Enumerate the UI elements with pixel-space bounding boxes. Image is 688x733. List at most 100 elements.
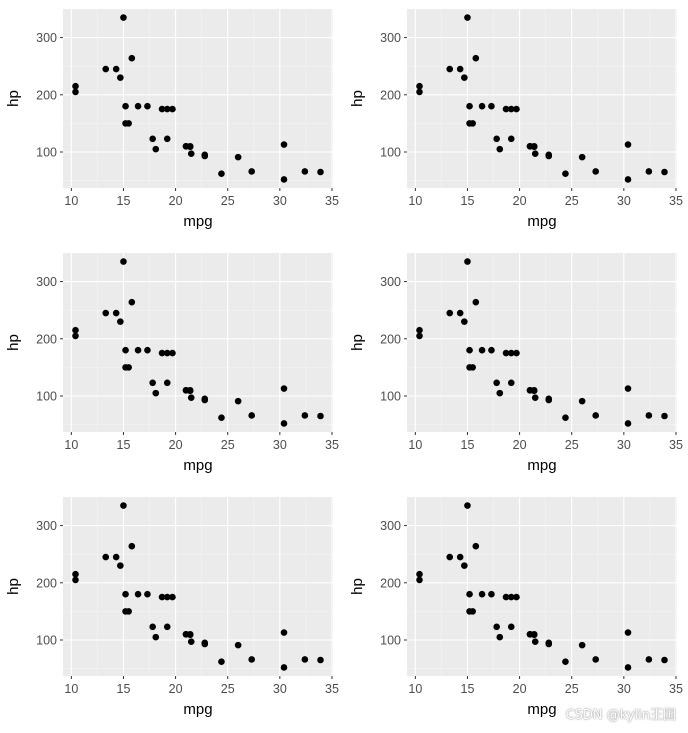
y-tick-label: 100 [380, 633, 401, 647]
data-point [416, 576, 423, 584]
data-point [122, 120, 129, 127]
data-point [163, 623, 171, 631]
data-point [530, 631, 538, 639]
data-point [530, 143, 538, 151]
data-point [507, 349, 515, 357]
data-point [466, 364, 473, 371]
data-point [472, 54, 480, 62]
data-point [248, 168, 255, 175]
data-point [280, 664, 288, 671]
x-tick-label: 30 [273, 194, 287, 208]
y-tick-label: 200 [36, 576, 57, 590]
y-axis-title: hp [5, 334, 22, 351]
data-point [496, 145, 504, 153]
data-point [280, 629, 288, 636]
y-tick-label: 100 [36, 145, 57, 159]
x-tick-label: 30 [273, 438, 287, 452]
x-tick-label: 15 [117, 194, 131, 208]
x-tick-label: 10 [408, 438, 422, 452]
data-point [624, 385, 632, 392]
y-tick-label: 300 [380, 31, 401, 45]
y-axis-title: hp [5, 90, 22, 107]
data-point [128, 542, 136, 550]
data-point [624, 629, 632, 636]
data-point [149, 379, 156, 387]
x-tick-label: 15 [117, 682, 131, 696]
data-point [507, 135, 515, 143]
x-tick-label: 35 [669, 194, 683, 208]
panel-background [63, 9, 333, 188]
data-point [187, 638, 195, 646]
data-point [645, 656, 653, 663]
data-point [122, 590, 129, 598]
data-point [446, 553, 454, 561]
data-point [152, 389, 160, 397]
data-point [545, 395, 553, 403]
data-point [461, 74, 468, 81]
data-point [502, 105, 510, 113]
data-point [201, 395, 209, 403]
data-point [513, 349, 520, 357]
data-point [507, 593, 515, 601]
data-point [122, 102, 129, 110]
chart-panel-1: 10 15 20 25 30 35 100 200 300 mpg hp [5, 9, 339, 230]
x-tick-label: 20 [513, 194, 527, 208]
data-point [493, 623, 500, 631]
data-point [234, 641, 242, 649]
data-point [472, 542, 480, 550]
x-tick-label: 15 [461, 438, 475, 452]
data-point [464, 14, 471, 21]
data-point [163, 593, 171, 601]
x-tick-label: 20 [169, 682, 183, 696]
data-point [186, 143, 194, 151]
data-point [301, 168, 309, 175]
data-point [120, 14, 127, 21]
x-tick-label: 35 [325, 438, 339, 452]
x-tick-label: 20 [169, 194, 183, 208]
data-point [507, 623, 515, 631]
data-point [72, 88, 79, 96]
x-tick-label: 20 [513, 682, 527, 696]
data-point [144, 102, 151, 110]
data-point [301, 656, 309, 663]
x-tick-label: 15 [461, 682, 475, 696]
data-point [624, 420, 632, 427]
data-point [661, 412, 668, 420]
data-point [466, 346, 473, 354]
data-point [507, 379, 515, 387]
data-point [578, 397, 586, 405]
data-point [545, 639, 553, 647]
y-tick-label: 300 [36, 31, 57, 45]
data-point [72, 332, 79, 340]
x-tick-label: 25 [221, 682, 235, 696]
y-tick-label: 200 [380, 88, 401, 102]
data-point [592, 412, 599, 419]
chart-panel-3: 10 15 20 25 30 35 100 200 300 mpg hp [5, 253, 339, 474]
data-point [117, 318, 124, 325]
data-point [456, 65, 464, 73]
x-tick-label: 30 [273, 682, 287, 696]
y-tick-label: 300 [380, 275, 401, 289]
data-point [149, 135, 156, 143]
data-point [218, 170, 225, 178]
data-point [464, 258, 471, 265]
x-axis-title: mpg [183, 213, 212, 230]
panel-background [407, 497, 677, 676]
data-point [502, 593, 510, 601]
data-point [102, 65, 110, 73]
data-point [163, 379, 171, 387]
x-tick-label: 35 [325, 682, 339, 696]
panel-background [63, 497, 333, 676]
y-tick-label: 200 [380, 332, 401, 346]
data-point [248, 412, 255, 419]
data-point [496, 389, 504, 397]
data-point [122, 608, 129, 615]
y-tick-label: 100 [380, 145, 401, 159]
data-point [592, 656, 599, 663]
x-axis-title: mpg [183, 457, 212, 474]
data-point [416, 88, 423, 96]
data-point [478, 590, 486, 598]
data-point [134, 346, 142, 354]
data-point [317, 412, 324, 420]
x-tick-label: 35 [325, 194, 339, 208]
